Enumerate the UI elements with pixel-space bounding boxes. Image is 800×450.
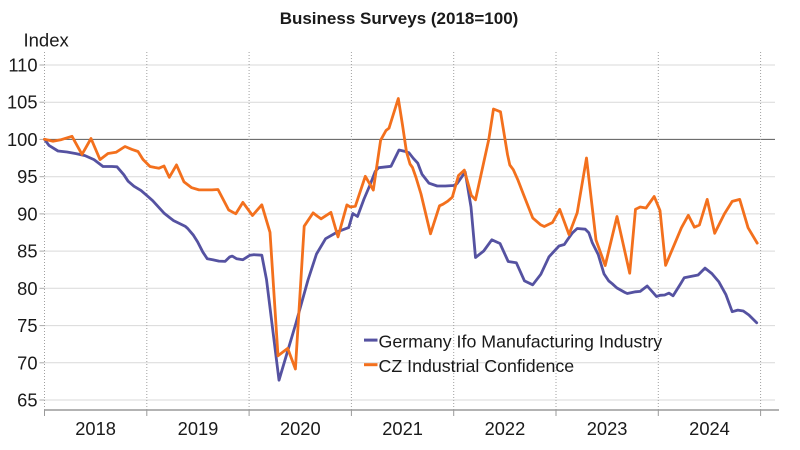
- svg-text:2020: 2020: [280, 418, 321, 439]
- svg-text:2018: 2018: [75, 418, 116, 439]
- svg-text:Business Surveys (2018=100): Business Surveys (2018=100): [280, 9, 519, 28]
- svg-text:90: 90: [17, 203, 37, 224]
- svg-text:85: 85: [17, 241, 37, 262]
- svg-text:2021: 2021: [382, 418, 423, 439]
- svg-text:2024: 2024: [689, 418, 730, 439]
- svg-text:75: 75: [17, 315, 37, 336]
- svg-text:Germany Ifo Manufacturing Indu: Germany Ifo Manufacturing Industry: [379, 332, 663, 352]
- svg-text:2022: 2022: [485, 418, 526, 439]
- svg-text:70: 70: [17, 352, 37, 373]
- svg-text:95: 95: [17, 166, 37, 187]
- svg-text:65: 65: [17, 390, 37, 411]
- svg-text:80: 80: [17, 278, 37, 299]
- svg-text:CZ Industrial Confidence: CZ Industrial Confidence: [379, 356, 575, 376]
- svg-text:Index: Index: [24, 30, 70, 51]
- svg-text:2019: 2019: [178, 418, 219, 439]
- svg-text:2023: 2023: [587, 418, 628, 439]
- svg-text:105: 105: [7, 92, 38, 113]
- svg-text:100: 100: [7, 129, 38, 150]
- svg-text:110: 110: [8, 55, 37, 76]
